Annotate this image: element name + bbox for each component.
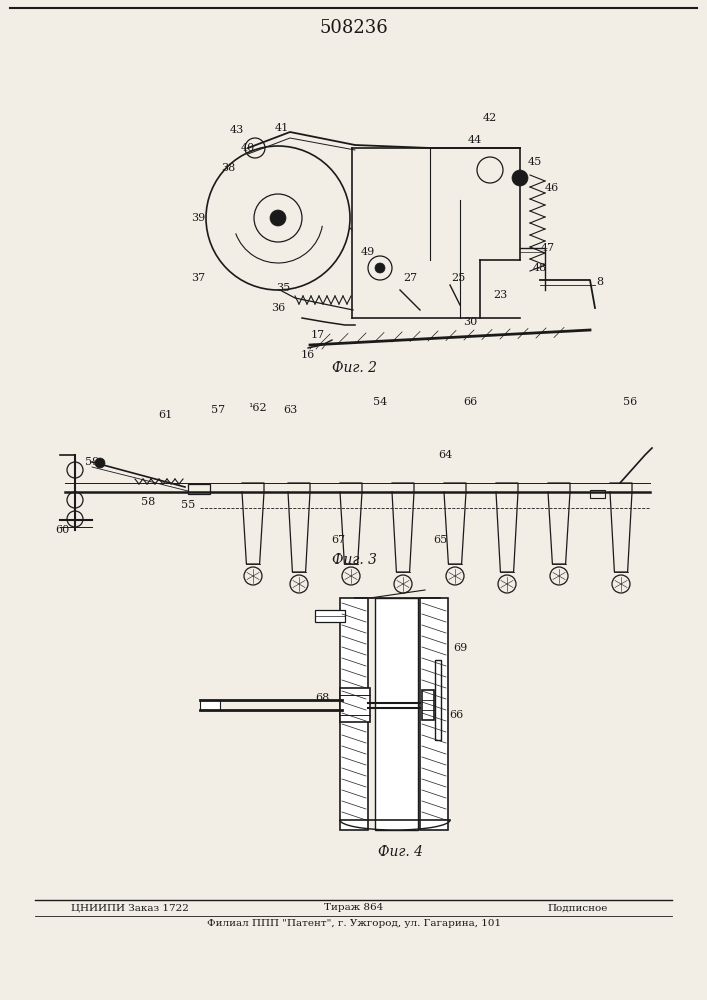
Text: 66: 66 [463, 397, 477, 407]
Text: Фиг. 4: Фиг. 4 [378, 845, 423, 859]
Text: ¹62: ¹62 [249, 403, 267, 413]
Text: 23: 23 [493, 290, 507, 300]
Text: 38: 38 [221, 163, 235, 173]
Text: 66: 66 [449, 710, 463, 720]
Text: 35: 35 [276, 283, 290, 293]
Bar [420, 598, 448, 830]
Text: 54: 54 [373, 397, 387, 407]
Text: 41: 41 [275, 123, 289, 133]
Text: ЦНИИПИ Заказ 1722: ЦНИИПИ Заказ 1722 [71, 904, 189, 912]
Bar [375, 598, 418, 830]
Circle shape [95, 458, 105, 468]
Text: 65: 65 [433, 535, 447, 545]
Text: 16: 16 [301, 350, 315, 360]
Bar [590, 490, 605, 498]
Text: 64: 64 [438, 450, 452, 460]
Text: 49: 49 [361, 247, 375, 257]
Bar [315, 610, 345, 622]
Text: 36: 36 [271, 303, 285, 313]
Text: 61: 61 [158, 410, 172, 420]
Text: 48: 48 [533, 263, 547, 273]
Circle shape [375, 263, 385, 273]
Text: 25: 25 [451, 273, 465, 283]
Text: 8: 8 [597, 277, 604, 287]
Bar [200, 700, 220, 710]
Text: 59: 59 [85, 457, 99, 467]
Circle shape [270, 210, 286, 226]
Text: Тираж 864: Тираж 864 [325, 904, 384, 912]
Bar [340, 598, 368, 830]
Text: 58: 58 [141, 497, 155, 507]
Text: 17: 17 [311, 330, 325, 340]
Text: 37: 37 [191, 273, 205, 283]
Text: 27: 27 [403, 273, 417, 283]
Text: 45: 45 [528, 157, 542, 167]
Text: 67: 67 [331, 535, 345, 545]
Text: Филиал ППП "Патент", г. Ужгород, ул. Гагарина, 101: Филиал ППП "Патент", г. Ужгород, ул. Гаг… [207, 920, 501, 928]
Text: 56: 56 [623, 397, 637, 407]
Text: 46: 46 [545, 183, 559, 193]
Text: 57: 57 [211, 405, 225, 415]
Text: 42: 42 [483, 113, 497, 123]
Text: 39: 39 [191, 213, 205, 223]
Text: Фиг. 2: Фиг. 2 [332, 361, 377, 375]
Text: 63: 63 [283, 405, 297, 415]
Text: Фиг. 3: Фиг. 3 [332, 553, 377, 567]
Bar [340, 688, 370, 722]
Bar [435, 660, 441, 740]
Text: 40: 40 [241, 143, 255, 153]
Text: 508236: 508236 [320, 19, 388, 37]
Bar [188, 484, 210, 494]
Text: 44: 44 [468, 135, 482, 145]
Text: 60: 60 [55, 525, 69, 535]
Text: 69: 69 [453, 643, 467, 653]
Text: 43: 43 [230, 125, 244, 135]
Text: 47: 47 [541, 243, 555, 253]
Circle shape [512, 170, 528, 186]
Text: 30: 30 [463, 317, 477, 327]
Text: Подписное: Подписное [548, 904, 608, 912]
Text: 55: 55 [181, 500, 195, 510]
Bar [422, 690, 434, 720]
Text: 68: 68 [315, 693, 329, 703]
